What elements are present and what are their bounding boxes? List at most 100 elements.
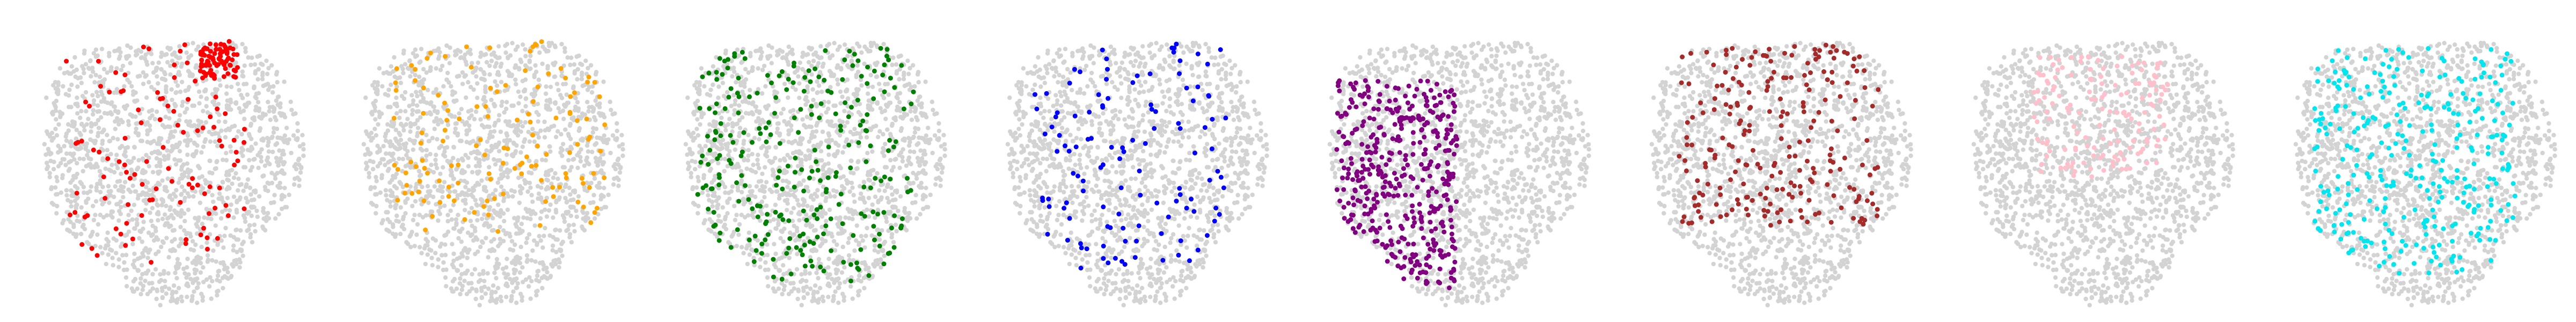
background-point (175, 142, 180, 148)
background-point (267, 162, 272, 167)
background-point (924, 186, 928, 191)
background-point (893, 197, 898, 202)
background-point (757, 188, 763, 193)
background-point (489, 52, 494, 57)
background-point (916, 126, 921, 131)
background-point (145, 255, 150, 260)
highlight-point (213, 206, 218, 211)
background-point (413, 54, 418, 59)
background-point (397, 115, 402, 120)
background-point (875, 227, 881, 232)
background-point (69, 82, 74, 87)
background-point (112, 104, 116, 109)
background-point (229, 107, 233, 112)
background-point (113, 127, 118, 131)
background-point (554, 200, 559, 204)
background-point (265, 180, 270, 185)
background-point (466, 164, 471, 169)
background-point (162, 77, 166, 82)
background-point (143, 192, 148, 197)
background-point (532, 223, 537, 228)
background-point (759, 91, 765, 96)
background-point (483, 84, 488, 89)
background-point (418, 115, 423, 120)
background-point (72, 157, 77, 162)
background-point (722, 169, 727, 174)
background-point (247, 185, 252, 191)
highlight-point (175, 122, 180, 128)
background-point (427, 192, 431, 197)
background-point (487, 132, 492, 137)
background-point (484, 189, 489, 194)
background-point (208, 139, 213, 144)
background-point (710, 204, 715, 209)
background-point (172, 129, 178, 134)
background-point (852, 199, 857, 204)
background-point (470, 272, 474, 277)
background-point (58, 190, 64, 195)
background-point (788, 188, 793, 193)
background-point (447, 80, 451, 85)
background-point (774, 189, 779, 194)
highlight-point (419, 130, 425, 136)
background-point (224, 91, 229, 96)
background-point (123, 275, 129, 280)
background-point (277, 148, 282, 153)
background-point (765, 253, 770, 258)
background-point (75, 171, 79, 177)
background-point (96, 222, 101, 227)
background-point (555, 237, 560, 242)
background-point (517, 270, 523, 275)
background-point (131, 202, 137, 207)
background-point (460, 198, 466, 203)
background-point (895, 91, 901, 96)
highlight-point (425, 56, 430, 61)
background-point (195, 301, 200, 305)
background-point (493, 188, 498, 193)
background-point (936, 128, 942, 134)
highlight-point (515, 118, 520, 123)
background-point (451, 176, 456, 181)
background-point (873, 194, 878, 199)
background-point (815, 79, 819, 84)
background-point (845, 120, 850, 125)
background-point (175, 83, 180, 88)
highlight-point (523, 68, 528, 74)
background-point (453, 126, 458, 131)
background-point (276, 212, 281, 217)
background-point (123, 253, 129, 258)
background-point (114, 238, 119, 243)
background-point (819, 55, 824, 60)
background-point (781, 107, 786, 112)
background-point (525, 189, 530, 194)
background-point (167, 47, 172, 52)
background-point (462, 192, 467, 197)
background-point (251, 157, 256, 162)
background-point (230, 181, 235, 186)
highlight-point (416, 189, 421, 195)
background-point (159, 50, 164, 55)
background-point (430, 263, 435, 268)
background-point (723, 190, 728, 195)
highlight-point (96, 58, 101, 64)
background-point (504, 257, 509, 261)
highlight-point (221, 42, 226, 48)
background-point (377, 114, 382, 120)
background-point (237, 257, 242, 262)
background-point (551, 175, 556, 180)
background-point (119, 144, 125, 149)
background-point (576, 106, 581, 111)
background-point (130, 92, 136, 97)
background-point (520, 124, 525, 129)
background-point (527, 139, 532, 144)
highlight-point (226, 39, 232, 44)
background-point (423, 261, 428, 267)
highlight-point (105, 156, 111, 162)
background-point (809, 72, 814, 77)
background-point (580, 70, 584, 75)
background-point (103, 166, 108, 171)
background-point (92, 80, 97, 85)
background-point (295, 121, 300, 126)
background-point (836, 301, 841, 305)
background-point (173, 162, 179, 167)
